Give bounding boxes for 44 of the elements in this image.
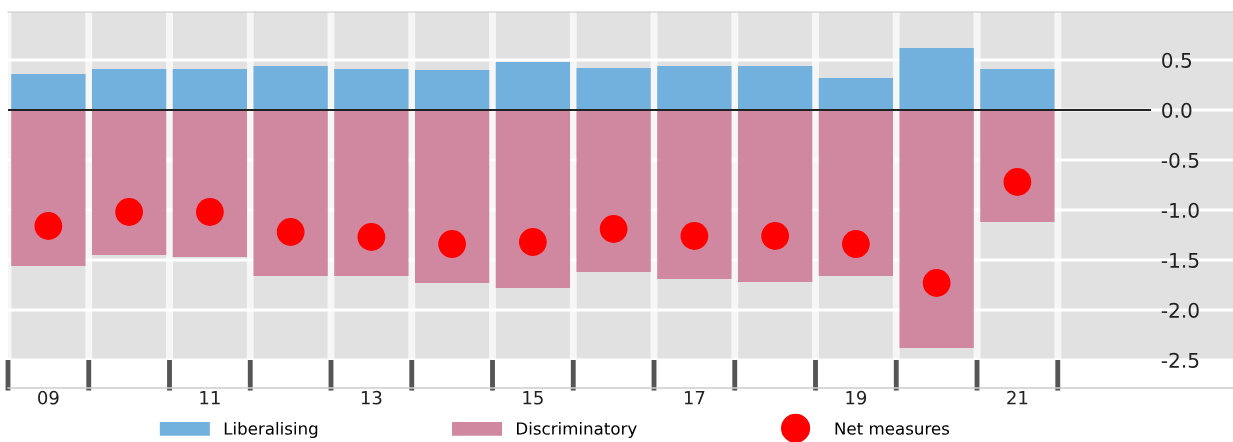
y-tick-label: 0.5 <box>1162 52 1192 68</box>
bar <box>11 74 86 110</box>
y-tick-label: -1.5 <box>1161 252 1199 268</box>
point <box>34 212 63 240</box>
bar <box>576 68 651 110</box>
bar <box>253 66 328 110</box>
bar <box>818 78 894 110</box>
legend-label: Discriminatory <box>517 421 637 439</box>
x-tick-label: 19 <box>846 390 867 405</box>
bar <box>172 69 248 110</box>
point <box>195 198 224 226</box>
bar <box>899 48 974 110</box>
x-tick-label: 09 <box>38 390 59 405</box>
point <box>761 222 790 250</box>
point <box>357 223 386 251</box>
point <box>680 222 709 250</box>
y-tick-label: -2.0 <box>1161 302 1199 318</box>
y-tick-label: -2.5 <box>1161 352 1199 368</box>
bar <box>980 69 1055 110</box>
x-tick-label: 21 <box>1007 390 1028 405</box>
y-tick-label: -1.0 <box>1161 202 1199 218</box>
legend-label: Liberalising <box>224 421 318 439</box>
bar <box>737 66 813 110</box>
bar <box>334 69 409 110</box>
bar <box>980 110 1055 222</box>
point <box>599 215 628 243</box>
bar <box>91 69 167 110</box>
point <box>438 230 467 258</box>
point <box>519 228 547 256</box>
x-tick-label: 17 <box>684 391 705 405</box>
bar <box>657 66 732 110</box>
point <box>276 218 305 246</box>
legend-label: Net measures <box>835 422 950 435</box>
x-tick-label: 11 <box>200 391 220 405</box>
y-tick-label: -0.5 <box>1161 152 1199 168</box>
point <box>922 269 951 297</box>
x-tick-label: 15 <box>523 391 543 405</box>
x-tick-label: 13 <box>361 390 382 405</box>
point <box>842 230 870 258</box>
bar <box>414 70 490 110</box>
point <box>115 198 144 226</box>
bar <box>495 62 571 110</box>
point <box>1003 168 1032 196</box>
y-tick-label: 0.0 <box>1162 102 1192 118</box>
